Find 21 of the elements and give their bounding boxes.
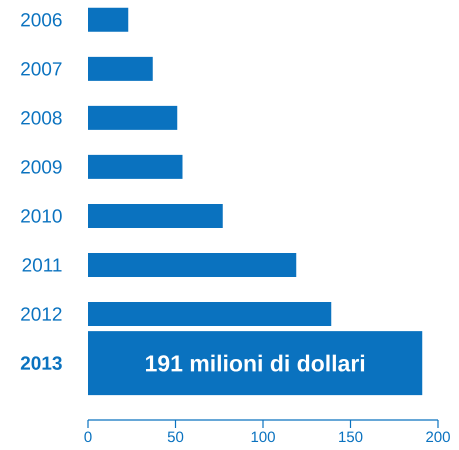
bar bbox=[88, 8, 128, 32]
y-tick-label: 2013 bbox=[20, 356, 62, 370]
y-tick-label: 2008 bbox=[21, 111, 62, 125]
x-tick-label: 0 bbox=[84, 432, 92, 442]
bar bbox=[88, 154, 182, 179]
bar bbox=[88, 253, 296, 278]
y-tick-label: 2010 bbox=[21, 209, 62, 223]
bar bbox=[88, 302, 332, 326]
x-tick-label: 200 bbox=[426, 432, 450, 442]
y-tick-label: 2009 bbox=[21, 160, 62, 174]
data-label: 191 milioni di dollari bbox=[146, 354, 364, 372]
y-tick-label: 2007 bbox=[21, 62, 62, 76]
x-tick-label: 150 bbox=[339, 432, 362, 442]
x-tick-label: 100 bbox=[252, 432, 275, 442]
bar bbox=[88, 204, 223, 228]
y-tick-label: 2011 bbox=[22, 258, 62, 272]
y-tick-label: 2012 bbox=[21, 307, 62, 321]
y-tick-label: 2006 bbox=[21, 13, 62, 27]
x-tick-label: 50 bbox=[168, 432, 184, 442]
bar bbox=[88, 106, 178, 130]
bar bbox=[88, 56, 153, 81]
